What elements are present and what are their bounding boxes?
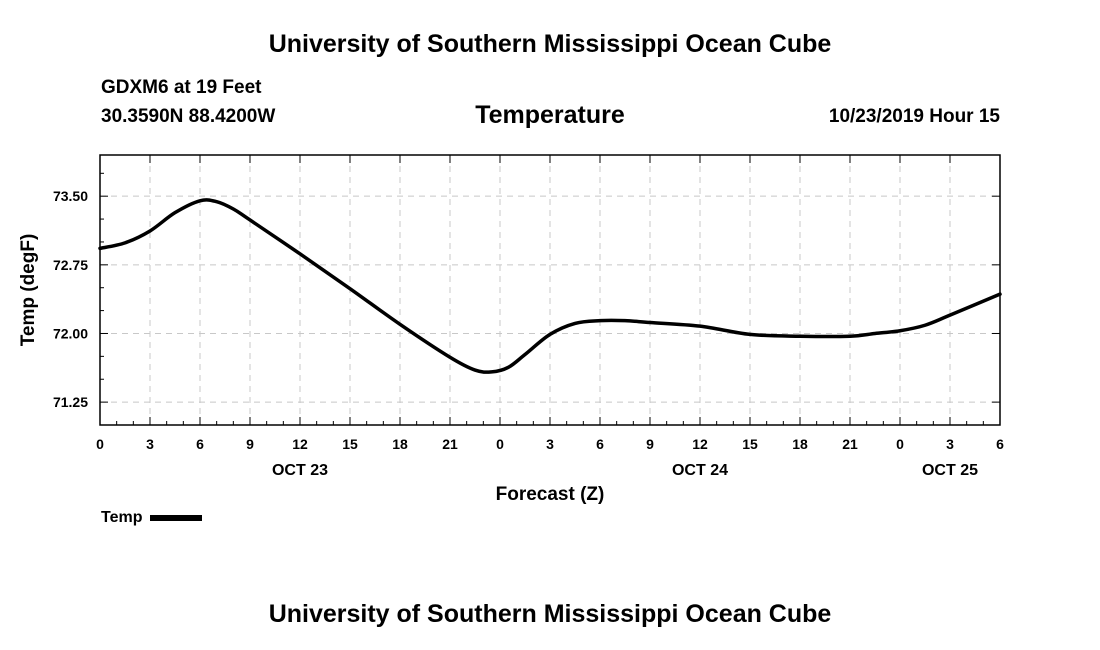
x-tick-label: 21	[842, 436, 858, 452]
legend: Temp	[101, 509, 203, 527]
x-tick-label: 9	[646, 436, 654, 452]
x-tick-label: 21	[442, 436, 458, 452]
x-tick-label: 12	[292, 436, 308, 452]
x-tick-label: 3	[146, 436, 154, 452]
x-tick-label: 15	[342, 436, 358, 452]
date-label: OCT 24	[672, 462, 728, 479]
legend-label: Temp	[101, 509, 143, 526]
x-tick-label: 18	[792, 436, 808, 452]
x-tick-label: 12	[692, 436, 708, 452]
y-tick-label: 72.75	[53, 257, 88, 273]
x-tick-label: 0	[496, 436, 504, 452]
page-footer-title: University of Southern Mississippi Ocean…	[268, 600, 832, 628]
date-label: OCT 25	[922, 462, 978, 479]
y-tick-label: 73.50	[53, 188, 88, 204]
x-tick-label: 9	[246, 436, 254, 452]
forecast-datestamp: 10/23/2019 Hour 15	[828, 106, 1000, 127]
x-tick-label: 3	[546, 436, 554, 452]
y-axis-label: Temp (degF)	[18, 234, 39, 347]
x-tick-label: 6	[596, 436, 604, 452]
plot-title: Temperature	[475, 101, 625, 129]
x-tick-label: 15	[742, 436, 758, 452]
y-tick-label: 71.25	[53, 394, 88, 410]
x-tick-label: 6	[996, 436, 1004, 452]
date-label: OCT 23	[272, 462, 328, 479]
series-line-temp	[98, 198, 1002, 374]
x-tick-label: 0	[896, 436, 904, 452]
x-tick-label: 3	[946, 436, 954, 452]
y-tick-label: 72.00	[53, 325, 88, 341]
legend-line-swatch	[150, 515, 203, 521]
page-title: University of Southern Mississippi Ocean…	[268, 30, 832, 58]
x-axis-label: Forecast (Z)	[496, 484, 605, 505]
x-tick-label: 0	[96, 436, 104, 452]
station-label: GDXM6 at 19 Feet	[101, 77, 262, 98]
coordinates-label: 30.3590N 88.4200W	[101, 106, 276, 127]
x-tick-label: 18	[392, 436, 408, 452]
x-tick-label: 6	[196, 436, 204, 452]
